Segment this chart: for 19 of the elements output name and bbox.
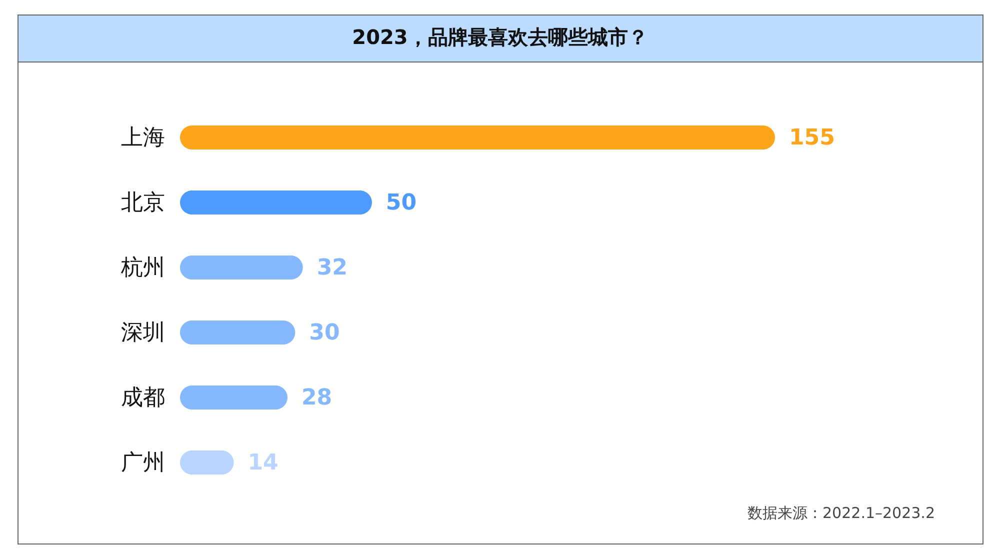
data-label: 14 (248, 450, 278, 476)
y-tick-label: 杭州 (120, 256, 165, 280)
y-tick-label: 上海 (121, 126, 165, 150)
source-note: 数据来源：2022.1–2023.2 (748, 504, 935, 522)
bar (180, 190, 372, 214)
data-label: 28 (301, 386, 332, 410)
bar (180, 126, 775, 150)
data-label: 155 (789, 126, 835, 150)
data-label: 32 (316, 256, 348, 280)
data-label: 50 (386, 190, 417, 216)
data-label: 30 (309, 320, 340, 346)
y-tick-label: 广州 (121, 450, 165, 476)
bar (180, 320, 296, 344)
y-tick-label: 北京 (121, 190, 165, 216)
y-tick-label: 成都 (121, 386, 165, 410)
bar (180, 256, 303, 280)
chart-title: 2023，品牌最喜欢去哪些城市？ (352, 25, 648, 49)
bar (180, 386, 288, 410)
y-tick-label: 深圳 (121, 320, 165, 346)
